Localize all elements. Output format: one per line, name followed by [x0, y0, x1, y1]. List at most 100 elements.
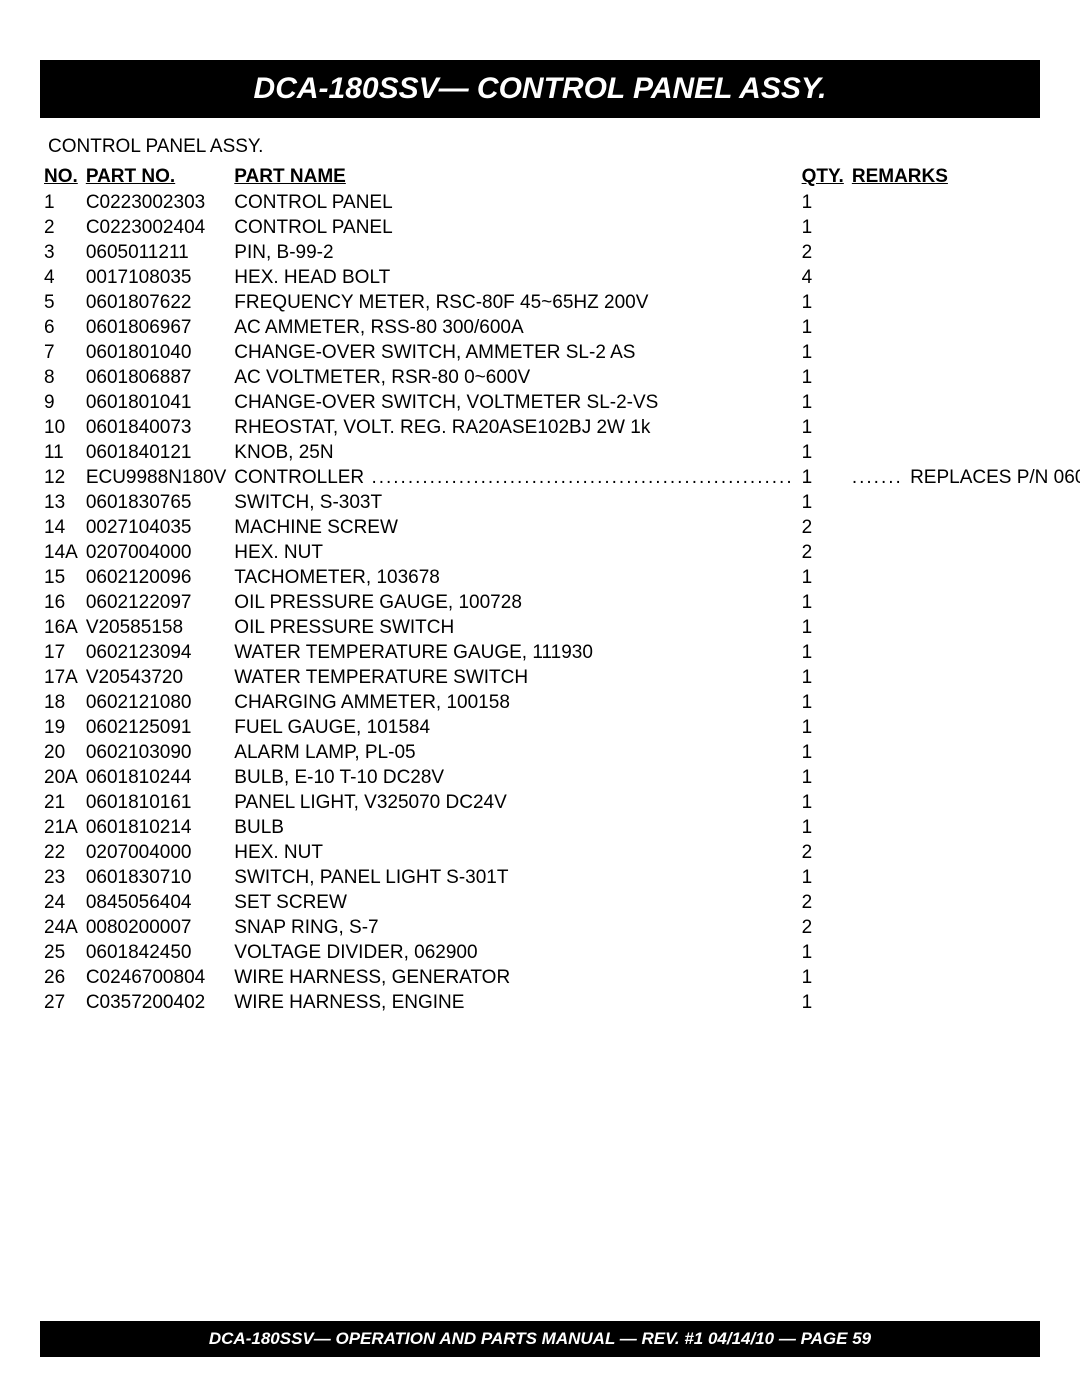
cell-remarks — [848, 665, 1080, 690]
cell-qty: 2 — [798, 915, 848, 940]
cell-remarks — [848, 890, 1080, 915]
cell-remarks — [848, 840, 1080, 865]
cell-qty: 2 — [798, 240, 848, 265]
parts-table: NO. PART NO. PART NAME QTY. REMARKS 1C02… — [40, 164, 1080, 1015]
cell-partname: BULB — [230, 815, 797, 840]
cell-partno: C0223002404 — [82, 215, 230, 240]
cell-partno: 0601807622 — [82, 290, 230, 315]
table-row: 100601840073RHEOSTAT, VOLT. REG. RA20ASE… — [40, 415, 1080, 440]
cell-partname: OIL PRESSURE GAUGE, 100728 — [230, 590, 797, 615]
cell-qty: 1 — [798, 190, 848, 215]
table-row: 1C0223002303CONTROL PANEL1 — [40, 190, 1080, 215]
table-row: 16AV20585158OIL PRESSURE SWITCH1 — [40, 615, 1080, 640]
cell-remarks — [848, 565, 1080, 590]
cell-partname: SET SCREW — [230, 890, 797, 915]
cell-partno: 0207004000 — [82, 540, 230, 565]
cell-partname: WATER TEMPERATURE SWITCH — [230, 665, 797, 690]
cell-partname: RHEOSTAT, VOLT. REG. RA20ASE102BJ 2W 1k — [230, 415, 797, 440]
page-footer-bar: DCA-180SSV— OPERATION AND PARTS MANUAL —… — [40, 1321, 1040, 1357]
cell-partname: FREQUENCY METER, RSC-80F 45~65HZ 200V — [230, 290, 797, 315]
cell-partname: SNAP RING, S-7 — [230, 915, 797, 940]
cell-qty: 1 — [798, 715, 848, 740]
cell-partno: 0601842450 — [82, 940, 230, 965]
cell-partname: PANEL LIGHT, V325070 DC24V — [230, 790, 797, 815]
cell-remarks — [848, 390, 1080, 415]
cell-remarks — [848, 915, 1080, 940]
cell-qty: 1 — [798, 940, 848, 965]
cell-partno: C0223002303 — [82, 190, 230, 215]
cell-no: 25 — [40, 940, 82, 965]
cell-qty: 1 — [798, 365, 848, 390]
cell-partno: 0080200007 — [82, 915, 230, 940]
cell-partno: C0357200402 — [82, 990, 230, 1015]
cell-qty: 1 — [798, 765, 848, 790]
section-subtitle: CONTROL PANEL ASSY. — [40, 136, 1040, 158]
cell-partno: 0601810244 — [82, 765, 230, 790]
cell-partno: 0602123094 — [82, 640, 230, 665]
header-remarks: REMARKS — [848, 164, 1080, 190]
cell-partname: HEX. NUT — [230, 540, 797, 565]
header-no: NO. — [40, 164, 82, 190]
cell-qty: 2 — [798, 890, 848, 915]
cell-qty: 1 — [798, 790, 848, 815]
table-header-row: NO. PART NO. PART NAME QTY. REMARKS — [40, 164, 1080, 190]
cell-partname: CHARGING AMMETER, 100158 — [230, 690, 797, 715]
cell-partno: 0601806967 — [82, 315, 230, 340]
table-row: 130601830765SWITCH, S-303T1 — [40, 490, 1080, 515]
cell-no: 8 — [40, 365, 82, 390]
table-row: 180602121080CHARGING AMMETER, 1001581 — [40, 690, 1080, 715]
table-row: 14A0207004000HEX. NUT2 — [40, 540, 1080, 565]
cell-no: 6 — [40, 315, 82, 340]
cell-partno: 0602122097 — [82, 590, 230, 615]
cell-no: 1 — [40, 190, 82, 215]
table-row: 190602125091FUEL GAUGE, 1015841 — [40, 715, 1080, 740]
table-row: 220207004000HEX. NUT2 — [40, 840, 1080, 865]
table-row: 20A0601810244BULB, E-10 T-10 DC28V1 — [40, 765, 1080, 790]
cell-partname: MACHINE SCREW — [230, 515, 797, 540]
cell-remarks — [848, 765, 1080, 790]
cell-partno: 0601801041 — [82, 390, 230, 415]
cell-remarks — [848, 965, 1080, 990]
cell-no: 20A — [40, 765, 82, 790]
cell-no: 19 — [40, 715, 82, 740]
cell-qty: 1 — [798, 740, 848, 765]
table-row: 26C0246700804WIRE HARNESS, GENERATOR1 — [40, 965, 1080, 990]
cell-remarks — [848, 715, 1080, 740]
cell-no: 13 — [40, 490, 82, 515]
table-row: 24A0080200007SNAP RING, S-72 — [40, 915, 1080, 940]
cell-remarks — [848, 415, 1080, 440]
cell-no: 5 — [40, 290, 82, 315]
cell-partno: 0601810214 — [82, 815, 230, 840]
cell-remarks — [848, 215, 1080, 240]
table-row: 240845056404SET SCREW2 — [40, 890, 1080, 915]
cell-qty: 1 — [798, 340, 848, 365]
cell-qty: 1 — [798, 565, 848, 590]
cell-partno: ECU9988N180V — [82, 465, 230, 490]
cell-no: 21A — [40, 815, 82, 840]
cell-partname: BULB, E-10 T-10 DC28V — [230, 765, 797, 790]
cell-partno: 0601840073 — [82, 415, 230, 440]
cell-qty: 2 — [798, 540, 848, 565]
cell-partno: 0601840121 — [82, 440, 230, 465]
table-row: 210601810161PANEL LIGHT, V325070 DC24V1 — [40, 790, 1080, 815]
cell-qty: 1 — [798, 490, 848, 515]
cell-no: 23 — [40, 865, 82, 890]
cell-partno: 0602125091 — [82, 715, 230, 740]
cell-qty: 1 — [798, 290, 848, 315]
cell-partname: WIRE HARNESS, GENERATOR — [230, 965, 797, 990]
cell-no: 21 — [40, 790, 82, 815]
cell-no: 17 — [40, 640, 82, 665]
cell-qty: 1 — [798, 390, 848, 415]
cell-remarks — [848, 615, 1080, 640]
table-row: 12ECU9988N180VCONTROLLER ...............… — [40, 465, 1080, 490]
table-row: 110601840121KNOB, 25N1 — [40, 440, 1080, 465]
cell-qty: 1 — [798, 215, 848, 240]
cell-no: 20 — [40, 740, 82, 765]
cell-no: 24A — [40, 915, 82, 940]
cell-partno: 0601810161 — [82, 790, 230, 815]
cell-qty: 1 — [798, 990, 848, 1015]
cell-no: 24 — [40, 890, 82, 915]
cell-remarks — [848, 290, 1080, 315]
table-row: 40017108035HEX. HEAD BOLT4 — [40, 265, 1080, 290]
cell-remarks — [848, 515, 1080, 540]
